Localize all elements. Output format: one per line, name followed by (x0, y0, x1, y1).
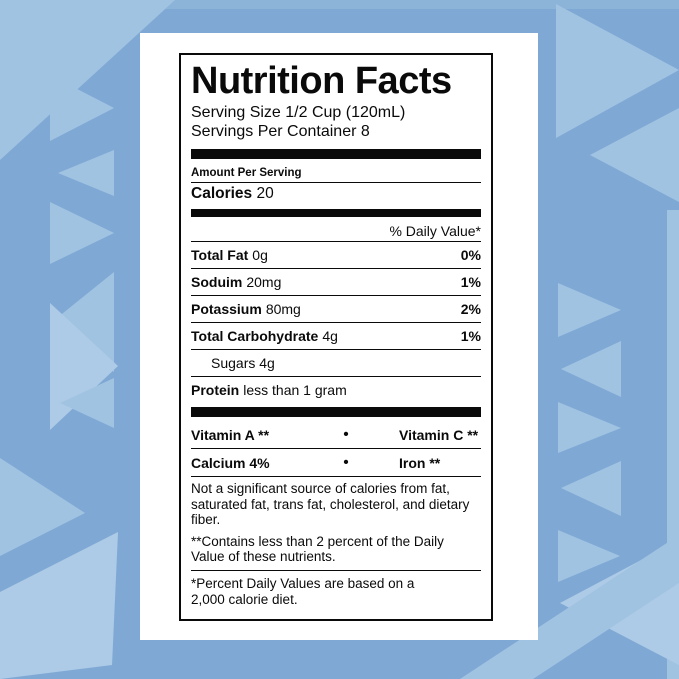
triangle-shape (460, 535, 679, 679)
divider (191, 240, 481, 242)
nutrient-amount: 80mg (265, 301, 301, 318)
triangle-shape (50, 303, 118, 430)
triangle-shape (58, 150, 114, 196)
triangle-shape (558, 283, 621, 337)
triangle-shape (590, 108, 679, 202)
nutrient-dv: 2% (460, 301, 481, 318)
nutrient-name: Soduim (191, 273, 243, 290)
calories-value: 20 (256, 184, 274, 202)
nutrient-amount: 4g (322, 328, 338, 345)
nutrient-amount: 20mg (246, 273, 282, 290)
nutrient-name: Protein (191, 382, 240, 399)
divider (191, 181, 481, 183)
footnote-contains-less: **Contains less than 2 percent of the Da… (191, 533, 444, 565)
amount-per-serving-label: Amount Per Serving (191, 166, 302, 179)
footnote-not-significant: Not a significant source of calories fro… (191, 481, 470, 528)
divider (191, 569, 481, 571)
triangle-shape (0, 458, 85, 556)
servings-per-container: Servings Per Container 8 (191, 122, 370, 140)
bullet-separator: • (343, 425, 349, 443)
footnote-percent-daily-values: *Percent Daily Values are based on a 2,0… (191, 575, 415, 607)
triangle-shape (60, 378, 114, 428)
nutrient-amount: Sugars 4g (211, 355, 275, 372)
vitamin-c: Vitamin C ** (399, 426, 479, 443)
nutrient-row-total-carbohydrate: Total Carbohydrate 4g 1% (191, 323, 481, 349)
triangle-shape (556, 4, 679, 138)
nutrient-name: Total Fat (191, 246, 249, 263)
divider (191, 349, 481, 351)
thick-divider (191, 208, 481, 217)
divider (191, 476, 481, 478)
nutrition-facts-label: Nutrition Facts Serving Size 1/2 Cup (12… (179, 53, 493, 621)
triangle-shape (558, 530, 620, 582)
triangle-shape (561, 461, 621, 516)
triangle-shape (561, 341, 621, 397)
divider (191, 376, 481, 378)
calcium: Calcium 4% (191, 454, 270, 471)
nutrient-dv: 1% (460, 328, 481, 345)
divider (191, 295, 481, 297)
triangle-shape (50, 202, 114, 264)
nutrient-row-sugars: Sugars 4g (191, 350, 481, 376)
mineral-row: Calcium 4% • Iron ** (191, 449, 481, 476)
bullet-separator: • (343, 453, 349, 471)
label-title: Nutrition Facts (191, 60, 452, 102)
nutrient-amount: 0g (252, 246, 268, 263)
triangle-shape (52, 272, 114, 372)
divider (191, 448, 481, 450)
divider (191, 267, 481, 269)
thick-divider (191, 148, 481, 159)
calories-label: Calories (191, 184, 253, 202)
daily-value-header: % Daily Value* (389, 222, 481, 239)
nutrient-row-total-fat: Total Fat 0g 0% (191, 242, 481, 268)
serving-size: Serving Size 1/2 Cup (120mL) (191, 104, 406, 122)
divider (191, 322, 481, 324)
iron: Iron ** (399, 454, 441, 471)
triangle-shape (0, 0, 175, 160)
nutrient-dv: 1% (460, 273, 481, 290)
nutrient-row-sodium: Soduim 20mg 1% (191, 269, 481, 295)
nutrient-row-potassium: Potassium 80mg 2% (191, 296, 481, 322)
vitamin-a: Vitamin A ** (191, 426, 270, 443)
triangle-shape (50, 75, 114, 141)
triangle-shape (558, 402, 621, 453)
nutrient-name: Total Carbohydrate (191, 328, 319, 345)
label-card: Nutrition Facts Serving Size 1/2 Cup (12… (140, 33, 538, 640)
triangle-shape (0, 532, 118, 679)
nutrient-dv: 0% (460, 246, 481, 263)
vitamin-row: Vitamin A ** • Vitamin C ** (191, 421, 481, 448)
nutrient-amount: less than 1 gram (243, 382, 347, 399)
nutrient-row-protein: Protein less than 1 gram (191, 377, 481, 403)
thick-divider (191, 407, 481, 418)
nutrient-name: Potassium (191, 301, 262, 318)
calories-row: Calories 20 (191, 183, 481, 207)
